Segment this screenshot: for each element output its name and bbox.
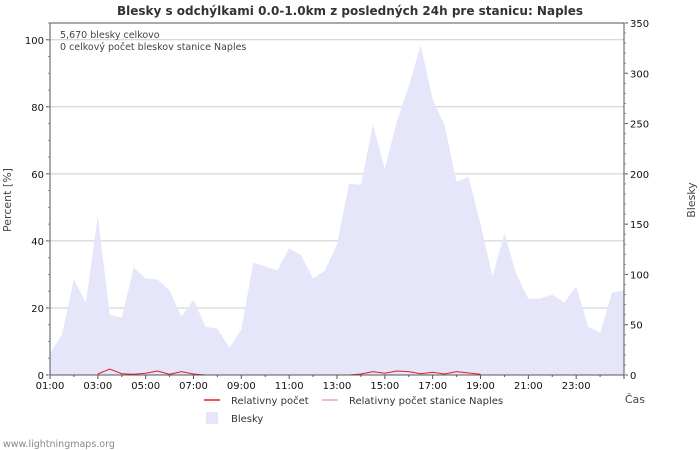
y-right-tick-label: 300 [630, 69, 649, 80]
x-tick-label: 09:00 [227, 381, 256, 392]
y-axis-left-ticks: 0 20 40 60 80 100 [25, 22, 50, 382]
legend-swatch-blesky [206, 412, 218, 424]
y-left-tick-label: 80 [31, 103, 44, 114]
legend-label-naples: Relativny počet stanice Naples [349, 395, 503, 407]
x-tick-label: 17:00 [418, 381, 447, 392]
annotation-station: 0 celkový počet bleskov stanice Naples [60, 42, 246, 53]
y-axis-right-label: Blesky [685, 182, 698, 218]
x-tick-label: 19:00 [466, 381, 495, 392]
x-tick-label: 05:00 [131, 381, 160, 392]
y-left-tick-label: 0 [38, 371, 44, 382]
x-tick-label: 15:00 [370, 381, 399, 392]
legend: Relativny počet Relativny počet stanice … [204, 395, 503, 425]
y-left-tick-label: 60 [31, 170, 44, 181]
x-tick-label: 07:00 [179, 381, 208, 392]
x-tick-label: 01:00 [36, 381, 65, 392]
y-left-tick-label: 20 [31, 304, 44, 315]
chart-title: Blesky s odchýlkami 0.0-1.0km z posledný… [117, 4, 583, 18]
blesky-area [50, 45, 624, 375]
footer-credit: www.lightningmaps.org [3, 439, 115, 450]
y-right-tick-label: 100 [630, 270, 649, 281]
x-tick-label: 13:00 [323, 381, 352, 392]
legend-label-relativny: Relativny počet [231, 395, 309, 407]
blesky-area-path [50, 45, 624, 375]
annotation-total: 5,670 blesky celkovo [60, 30, 160, 41]
x-tick-label: 21:00 [514, 381, 543, 392]
x-tick-label: 11:00 [275, 381, 304, 392]
x-axis-ticks: 01:00 03:00 05:00 07:00 09:00 11:00 13:00 15:00… [36, 375, 625, 392]
y-right-tick-label: 350 [630, 19, 649, 30]
y-right-tick-label: 0 [630, 371, 636, 382]
x-tick-label: 23:00 [562, 381, 591, 392]
y-axis-left-label: Percent [%] [1, 168, 14, 232]
y-right-tick-label: 200 [630, 170, 649, 181]
x-axis-label: Čas [625, 393, 645, 406]
y-axis-right-ticks: 0 50 100 150 200 250 300 350 [624, 19, 649, 382]
y-left-tick-label: 40 [31, 237, 44, 248]
y-right-tick-label: 150 [630, 220, 649, 231]
y-right-tick-label: 50 [630, 321, 643, 332]
legend-label-blesky: Blesky [231, 414, 263, 425]
x-tick-label: 03:00 [83, 381, 112, 392]
y-right-tick-label: 250 [630, 120, 649, 131]
y-left-tick-label: 100 [25, 36, 44, 47]
